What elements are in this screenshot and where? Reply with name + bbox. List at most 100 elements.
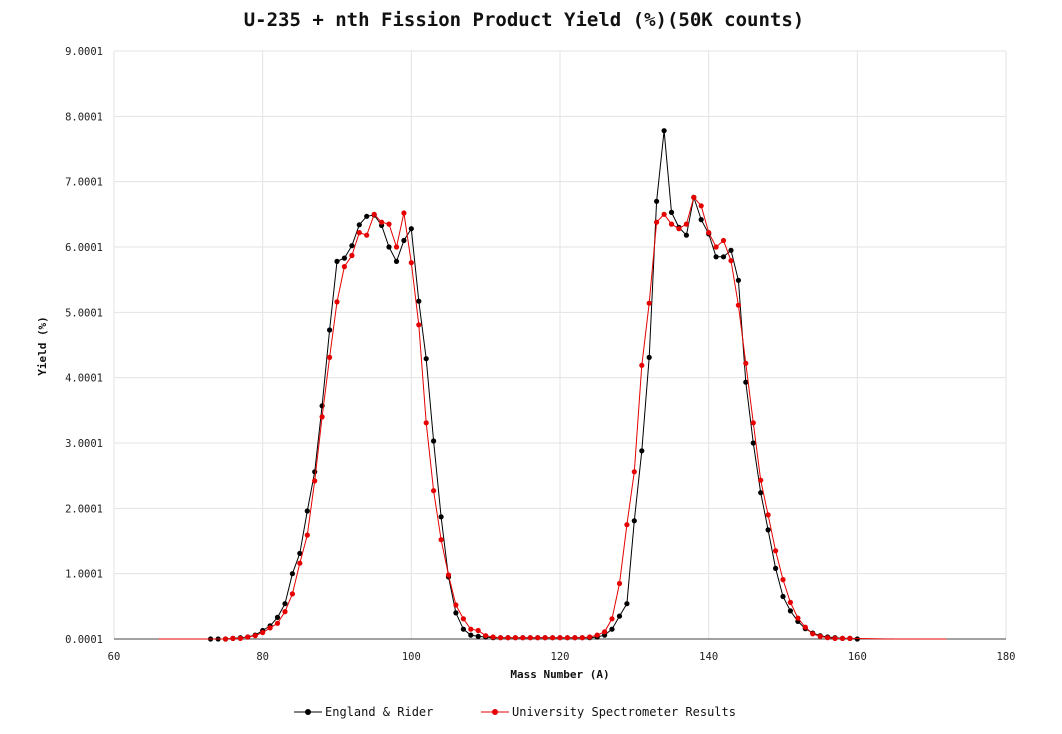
data-point-university-spectrometer — [289, 591, 295, 597]
data-point-england-rider — [654, 198, 660, 204]
legend-label-england-rider: England & Rider — [325, 705, 433, 719]
y-tick-label: 1.0001 — [65, 569, 103, 581]
legend-marker-england-rider — [305, 709, 311, 715]
data-point-university-spectrometer — [527, 635, 533, 641]
data-point-england-rider — [787, 608, 794, 614]
data-point-england-rider — [668, 209, 675, 215]
data-point-england-rider — [453, 610, 459, 616]
data-point-england-rider — [423, 356, 429, 362]
x-tick-label: 60 — [108, 651, 121, 663]
y-axis-label: Yield (%) — [36, 316, 49, 376]
data-point-england-rider — [773, 565, 779, 572]
x-tick-label: 140 — [699, 651, 718, 663]
data-point-university-spectrometer — [520, 635, 526, 641]
data-point-england-rider — [460, 626, 466, 632]
data-point-university-spectrometer — [839, 635, 846, 642]
data-point-university-spectrometer — [453, 602, 459, 608]
data-point-university-spectrometer — [468, 626, 474, 632]
data-point-university-spectrometer — [542, 635, 548, 641]
x-tick-label: 100 — [402, 651, 421, 663]
data-point-england-rider — [616, 613, 623, 619]
data-point-england-rider — [341, 255, 347, 261]
data-point-university-spectrometer — [512, 635, 519, 641]
y-tick-label: 0.0001 — [65, 634, 103, 646]
data-point-university-spectrometer — [483, 633, 489, 639]
data-point-england-rider — [743, 379, 749, 385]
data-point-university-spectrometer — [802, 624, 808, 630]
data-point-university-spectrometer — [490, 634, 496, 640]
data-point-university-spectrometer — [475, 627, 481, 634]
data-point-england-rider — [297, 550, 303, 557]
data-point-university-spectrometer — [579, 635, 585, 641]
x-tick-label: 80 — [256, 651, 269, 663]
data-point-university-spectrometer — [706, 230, 712, 236]
data-point-university-spectrometer — [245, 634, 251, 640]
data-point-university-spectrometer — [676, 226, 682, 232]
data-point-university-spectrometer — [564, 635, 571, 641]
data-point-university-spectrometer — [758, 477, 764, 483]
data-point-university-spectrometer — [319, 414, 325, 420]
data-point-university-spectrometer — [505, 635, 511, 641]
data-point-university-spectrometer — [379, 219, 385, 225]
data-point-university-spectrometer — [334, 299, 340, 305]
data-point-university-spectrometer — [371, 211, 377, 217]
data-point-university-spectrometer — [386, 221, 392, 227]
data-point-england-rider — [386, 244, 392, 250]
data-point-university-spectrometer — [750, 420, 756, 426]
data-point-university-spectrometer — [267, 625, 273, 631]
y-tick-label: 9.0001 — [65, 46, 103, 58]
data-point-university-spectrometer — [557, 635, 563, 641]
data-point-university-spectrometer — [327, 354, 333, 360]
legend[interactable]: England & Rider University Spectrometer … — [294, 705, 736, 719]
data-point-university-spectrometer — [624, 522, 630, 528]
y-tick-label: 2.0001 — [65, 503, 103, 515]
data-point-university-spectrometer — [282, 609, 288, 615]
data-point-england-rider — [609, 626, 615, 632]
data-point-england-rider — [327, 327, 333, 333]
data-point-england-rider — [468, 632, 474, 638]
data-point-university-spectrometer — [810, 631, 816, 637]
data-point-university-spectrometer — [237, 635, 243, 642]
data-point-university-spectrometer — [602, 629, 608, 635]
data-point-university-spectrometer — [572, 635, 578, 641]
data-point-england-rider — [780, 593, 786, 600]
data-point-england-rider — [364, 213, 370, 219]
data-point-university-spectrometer — [222, 636, 229, 642]
series-line-university-spectrometer — [158, 196, 947, 640]
x-tick-labels: 60 80 100 120 140 160 180 — [108, 651, 1016, 663]
data-point-university-spectrometer — [438, 537, 444, 543]
data-point-university-spectrometer — [713, 244, 719, 250]
data-point-england-rider — [661, 128, 667, 134]
data-point-university-spectrometer — [364, 232, 370, 238]
data-point-england-rider — [356, 222, 362, 228]
data-point-university-spectrometer — [587, 634, 593, 640]
data-point-england-rider — [683, 232, 690, 238]
data-point-university-spectrometer — [431, 488, 437, 494]
data-point-university-spectrometer — [654, 219, 660, 225]
data-point-england-rider — [475, 633, 481, 640]
data-point-england-rider — [720, 254, 727, 260]
data-point-england-rider — [408, 226, 414, 232]
y-tick-labels: 0.0001 1.0001 2.0001 3.0001 4.0001 5.0001 6.00… — [65, 46, 103, 646]
y-tick-label: 6.0001 — [65, 242, 103, 254]
data-point-university-spectrometer — [616, 580, 623, 587]
legend-item-england-rider[interactable]: England & Rider — [294, 705, 433, 719]
data-point-england-rider — [646, 354, 652, 360]
data-point-england-rider — [713, 254, 719, 260]
data-point-university-spectrometer — [825, 635, 831, 641]
legend-item-university-spectrometer[interactable]: University Spectrometer Results — [481, 705, 736, 719]
x-tick-label: 160 — [848, 651, 867, 663]
data-point-university-spectrometer — [609, 616, 615, 622]
data-point-england-rider — [401, 237, 407, 244]
data-point-england-rider — [735, 277, 742, 283]
data-point-england-rider — [312, 469, 318, 475]
data-point-university-spectrometer — [594, 632, 600, 638]
data-point-university-spectrometer — [639, 362, 645, 368]
data-point-university-spectrometer — [297, 560, 303, 566]
x-axis-label: Mass Number (A) — [510, 668, 609, 681]
data-point-university-spectrometer — [356, 230, 362, 236]
data-point-england-rider — [438, 514, 444, 520]
data-point-university-spectrometer — [460, 616, 466, 622]
series-plot-area — [158, 128, 947, 642]
data-point-university-spectrometer — [787, 599, 794, 606]
